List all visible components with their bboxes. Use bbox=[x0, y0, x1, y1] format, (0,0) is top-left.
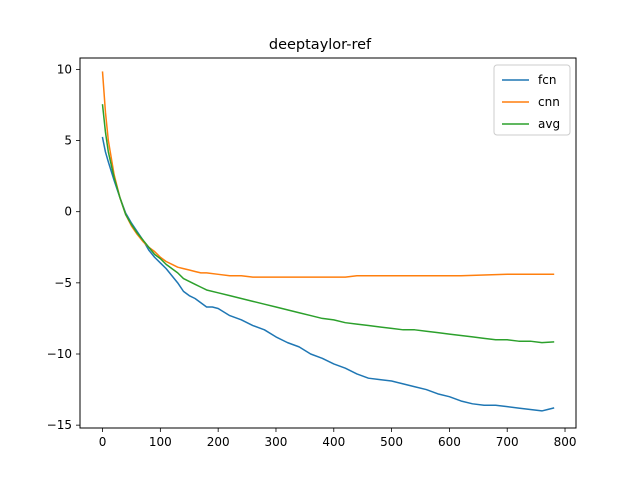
series-layer bbox=[101, 71, 555, 412]
series-line-cnn bbox=[101, 71, 555, 278]
x-tick-label: 500 bbox=[380, 435, 403, 449]
y-tick-label: 0 bbox=[64, 205, 72, 219]
x-tick-label: 100 bbox=[149, 435, 172, 449]
legend-label-avg: avg bbox=[538, 117, 560, 131]
plot-frame bbox=[79, 57, 577, 429]
y-tick-label: −5 bbox=[54, 276, 72, 290]
x-tick-label: 0 bbox=[99, 435, 107, 449]
ticks-layer: 0 100 200 300 400 500 600 700 800 −15 −10 −5 0 5 10 bbox=[47, 62, 577, 449]
y-tick-label: 5 bbox=[64, 134, 72, 148]
y-tick-label: 10 bbox=[57, 62, 72, 76]
legend: fcn cnn avg bbox=[493, 64, 571, 136]
x-tick-label: 800 bbox=[554, 435, 577, 449]
y-tick-label: −15 bbox=[47, 418, 72, 432]
x-tick-label: 600 bbox=[438, 435, 461, 449]
x-tick-label: 200 bbox=[207, 435, 230, 449]
chart-title: deeptaylor-ref bbox=[269, 37, 372, 53]
y-tick-label: −10 bbox=[47, 347, 72, 361]
legend-label-cnn: cnn bbox=[538, 95, 560, 109]
x-tick-label: 400 bbox=[322, 435, 345, 449]
legend-box bbox=[493, 64, 571, 136]
series-line-avg bbox=[101, 104, 555, 344]
legend-label-fcn: fcn bbox=[538, 73, 556, 87]
x-tick-label: 700 bbox=[496, 435, 519, 449]
x-tick-label: 300 bbox=[265, 435, 288, 449]
